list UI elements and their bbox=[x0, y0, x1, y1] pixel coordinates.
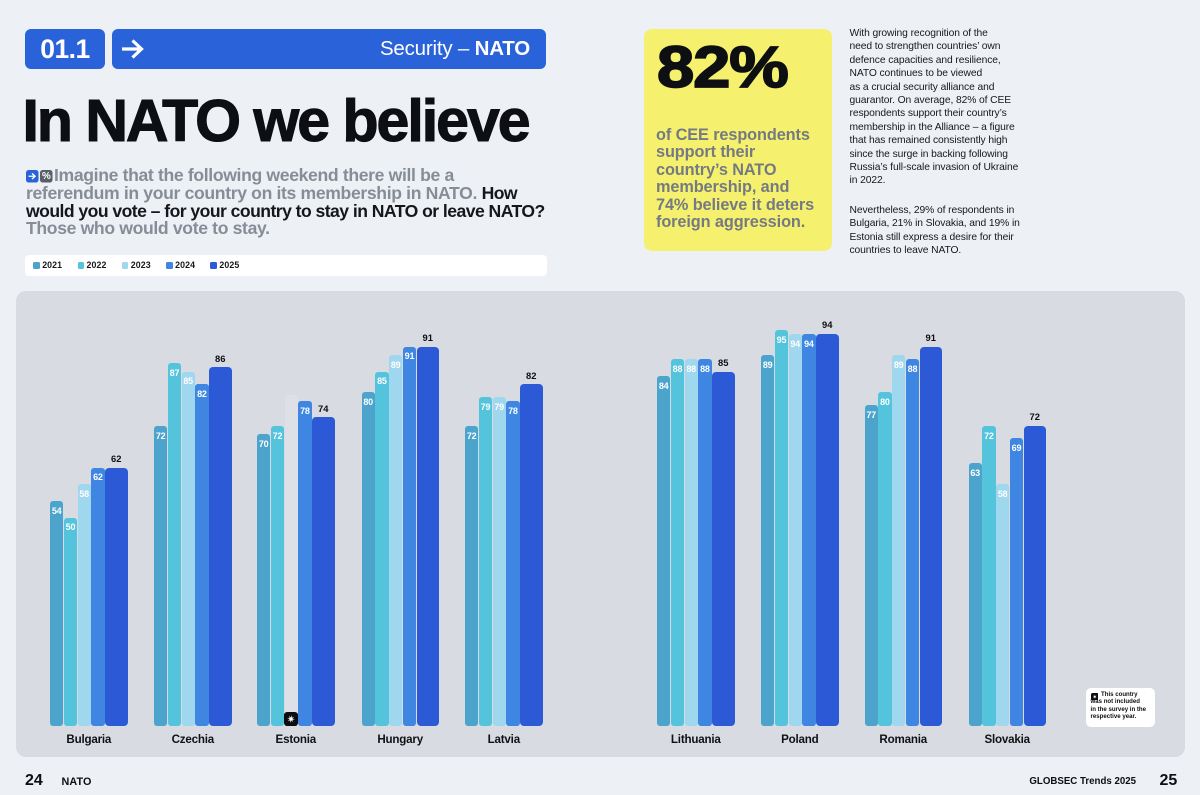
svg-text:%: % bbox=[42, 171, 51, 182]
